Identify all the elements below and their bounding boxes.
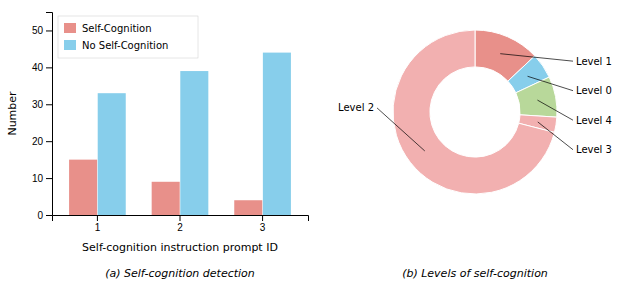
slice-label: Level 3 — [576, 144, 612, 155]
x-tick: 3 — [260, 215, 266, 233]
bar — [180, 71, 208, 215]
tick-mark — [262, 215, 263, 221]
bar — [234, 200, 262, 215]
bar — [152, 182, 180, 215]
labels: Level 1 Level 0 Level 4 Level 3 Level 2 — [338, 54, 612, 156]
tick-mark — [46, 141, 52, 142]
y-tick-label: 40 — [32, 62, 44, 73]
tick-mark — [46, 215, 52, 216]
x-tick-label: 2 — [177, 222, 183, 233]
y-tick: 20 — [32, 136, 52, 147]
y-tick-label: 0 — [37, 210, 43, 221]
legend-item: No Self-Cognition — [64, 40, 168, 51]
axis-line — [53, 216, 309, 222]
slice-label: Level 1 — [576, 56, 612, 67]
bar — [69, 160, 97, 215]
y-axis: 0 10 20 30 40 50 — [32, 13, 53, 221]
wedge — [393, 30, 554, 194]
bars — [69, 53, 291, 215]
axis-line — [46, 13, 53, 216]
x-tick-label: 1 — [95, 222, 101, 233]
x-tick: 1 — [95, 215, 101, 233]
leader-line — [500, 54, 573, 61]
y-tick: 0 — [37, 210, 52, 221]
wedge — [516, 77, 557, 117]
y-tick-label: 50 — [32, 25, 44, 36]
y-tick: 10 — [32, 173, 52, 184]
y-tick-label: 30 — [32, 99, 44, 110]
legend: Self-Cognition No Self-Cognition — [58, 16, 198, 58]
bar — [263, 53, 291, 215]
legend-swatch — [64, 23, 76, 33]
tick-mark — [46, 178, 52, 179]
legend-label: Self-Cognition — [82, 23, 152, 34]
leader-line — [537, 100, 573, 120]
bar — [98, 93, 126, 215]
slice-label: Level 4 — [576, 115, 612, 126]
caption: (b) Levels of self-cognition — [402, 267, 548, 280]
y-tick-label: 20 — [32, 136, 44, 147]
y-tick-label: 10 — [32, 173, 44, 184]
slice-label: Level 2 — [338, 102, 374, 113]
tick-mark — [46, 67, 52, 68]
figure: 12301020304050NumberSelf-cognition instr… — [0, 0, 640, 287]
legend-swatch — [64, 40, 76, 50]
legend-frame — [58, 16, 198, 58]
y-tick: 50 — [32, 25, 52, 36]
x-tick: 2 — [177, 215, 183, 233]
x-axis: 1 2 3 — [53, 215, 309, 233]
tick-mark — [180, 215, 181, 221]
tick-mark — [46, 30, 52, 31]
x-tick-label: 3 — [260, 222, 266, 233]
bar-chart: 12301020304050NumberSelf-cognition instr… — [6, 13, 309, 255]
legend-item: Self-Cognition — [64, 23, 152, 34]
leader-line — [528, 76, 573, 90]
y-tick: 30 — [32, 99, 52, 110]
leader-line — [538, 122, 573, 150]
wedges — [393, 30, 557, 194]
legend-label: No Self-Cognition — [82, 40, 168, 51]
x-axis-label: Self-cognition instruction prompt ID — [82, 241, 278, 254]
tick-mark — [46, 104, 52, 105]
tick-mark — [97, 215, 98, 221]
caption: (a) Self-cognition detection — [105, 267, 255, 280]
y-tick: 40 — [32, 62, 52, 73]
donut-chart: Level 1 Level 0 Level 4 Level 3 Level 2 — [338, 30, 612, 194]
leader-line — [377, 108, 425, 151]
y-axis-label: Number — [6, 91, 19, 136]
slice-label: Level 0 — [576, 85, 612, 96]
